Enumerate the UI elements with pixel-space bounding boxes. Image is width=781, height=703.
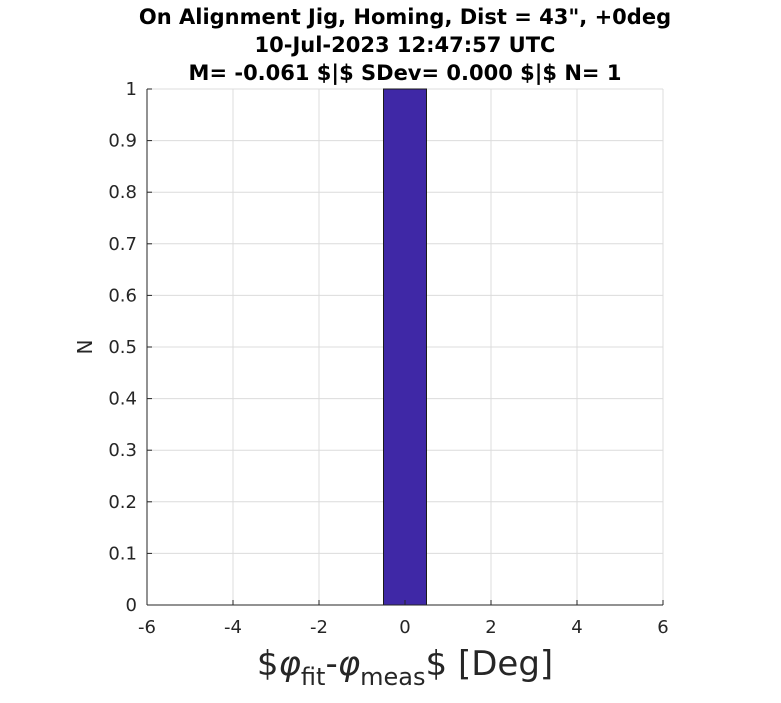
x-label-suffix: $ [Deg]	[426, 644, 554, 684]
y-tick-label-5: 0.5	[108, 337, 137, 358]
x-tick-label-0: -6	[138, 617, 156, 638]
y-tick-label-10: 1	[126, 79, 137, 100]
x-tick-label-5: 4	[571, 617, 582, 638]
axes	[146, 88, 664, 606]
chart-title-line-1: On Alignment Jig, Homing, Dist = 43", +0…	[139, 5, 671, 29]
y-tick-label-7: 0.7	[108, 234, 137, 255]
chart-title-line-2: 10-Jul-2023 12:47:57 UTC	[255, 33, 556, 57]
chart-title-line-3: M= -0.061 $|$ SDev= 0.000 $|$ N= 1	[189, 61, 622, 86]
y-tick-label-6: 0.6	[108, 285, 137, 306]
x-tick-label-1: -4	[224, 617, 242, 638]
x-tick-labels: -6 -4 -2 0 2 4 6	[138, 617, 669, 638]
x-label-phi-1: φ	[278, 644, 301, 684]
x-label-sub-meas: meas	[360, 663, 425, 691]
y-tick-label-3: 0.3	[108, 440, 137, 461]
y-tick-label-8: 0.8	[108, 182, 137, 203]
y-tick-label-9: 0.9	[108, 131, 137, 152]
x-tick-label-3: 0	[399, 617, 410, 638]
y-tick-label-1: 0.1	[108, 543, 137, 564]
x-label-sub-fit: fit	[301, 663, 326, 691]
x-tick-label-2: -2	[310, 617, 328, 638]
y-tick-labels: 0 0.1 0.2 0.3 0.4 0.5 0.6 0.7 0.8 0.9 1	[108, 79, 137, 616]
x-label-dash: -	[325, 644, 337, 684]
x-axis-label: $φfit-φmeas$ [Deg]	[257, 644, 553, 691]
y-tick-label-2: 0.2	[108, 492, 137, 513]
x-tick-label-4: 2	[485, 617, 496, 638]
x-tick-label-6: 6	[657, 617, 668, 638]
y-tick-label-4: 0.4	[108, 389, 137, 410]
histogram-bars	[383, 88, 427, 606]
y-tick-label-0: 0	[126, 595, 137, 616]
histogram-bar-0	[383, 88, 427, 606]
x-label-prefix: $	[257, 644, 279, 684]
x-label-phi-2: φ	[338, 644, 361, 684]
y-axis-label: N	[73, 340, 97, 355]
